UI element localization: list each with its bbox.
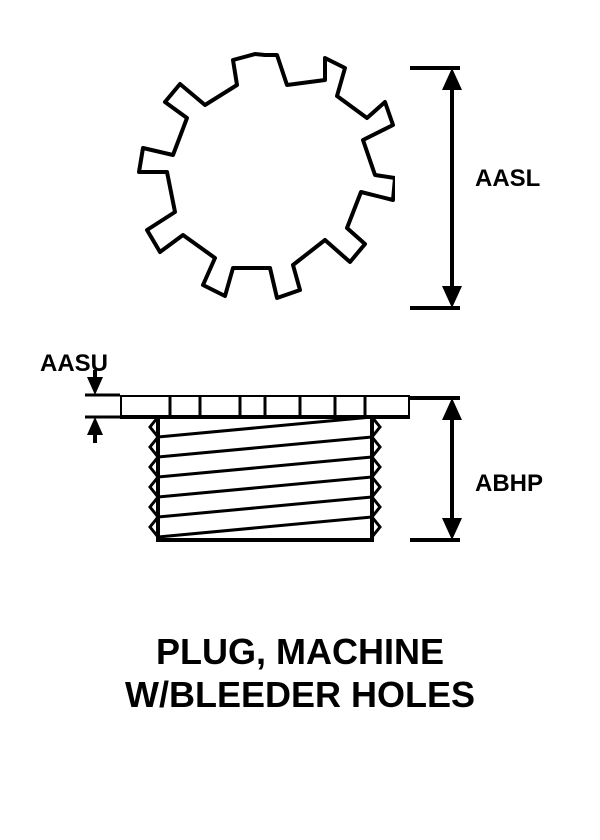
title-line-2: W/BLEEDER HOLES [0, 673, 600, 716]
diagram-title: PLUG, MACHINE W/BLEEDER HOLES [0, 630, 600, 716]
technical-diagram: AASL AASU [0, 0, 600, 840]
aasl-label: AASL [475, 165, 540, 193]
aasu-text: AASU [40, 350, 108, 377]
abhp-text: ABHP [475, 470, 543, 497]
side-view-threaded-plug [120, 395, 410, 545]
aasl-text: AASL [475, 165, 540, 192]
abhp-label: ABHP [475, 470, 543, 498]
top-view-castellated-plug [135, 50, 395, 310]
aasu-label: AASU [40, 350, 108, 378]
title-line-1: PLUG, MACHINE [0, 630, 600, 673]
